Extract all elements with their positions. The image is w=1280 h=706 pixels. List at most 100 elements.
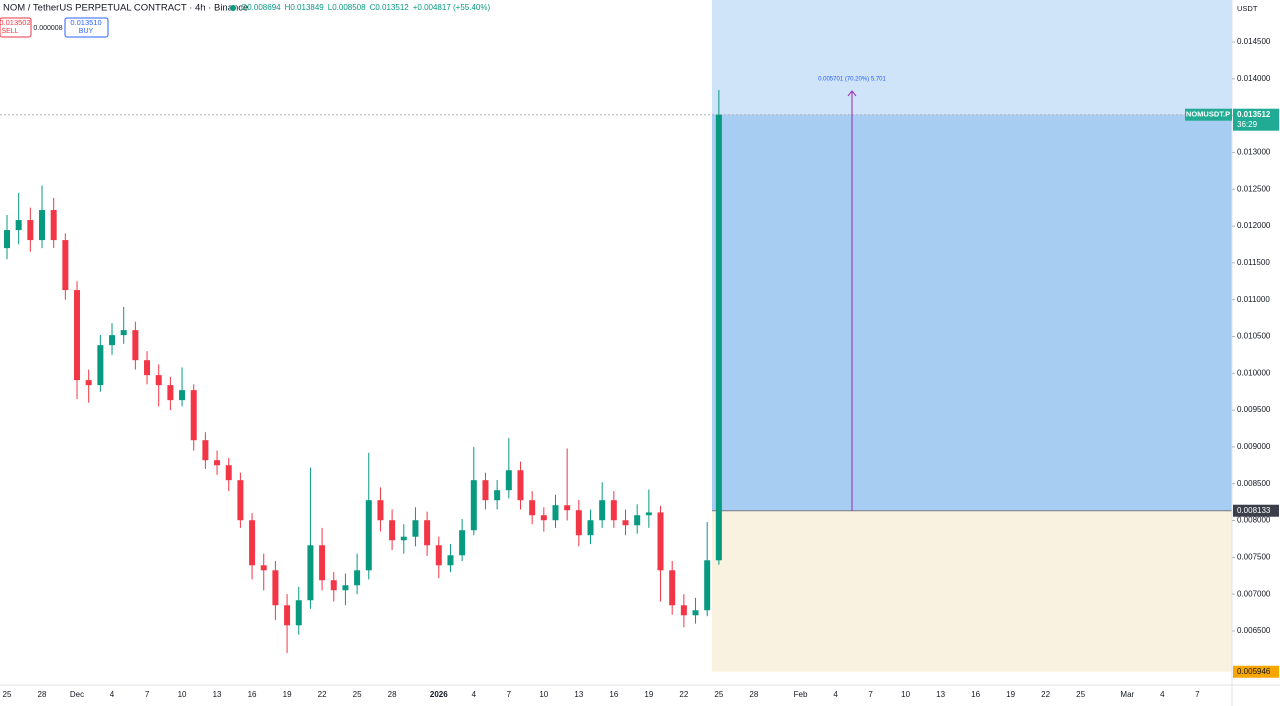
ohlc-value: +0.004817 (+55.40%) xyxy=(413,3,491,12)
y-tick-label: 0.010000 xyxy=(1237,368,1271,377)
candle-body xyxy=(459,530,466,556)
candle-body xyxy=(295,600,302,626)
candle-body xyxy=(412,520,419,537)
currency-select[interactable]: USDT xyxy=(1237,4,1258,13)
candle-body xyxy=(39,210,46,241)
x-tick-label: Mar xyxy=(1120,690,1134,699)
candles xyxy=(4,89,722,654)
last-price-tag xyxy=(1233,108,1279,131)
candle-body xyxy=(377,500,384,521)
candle-body xyxy=(517,470,524,501)
stop-tag xyxy=(1233,665,1279,678)
candle-body xyxy=(505,470,512,491)
candle-body xyxy=(529,500,536,516)
candle-body xyxy=(167,385,174,401)
candle-body xyxy=(155,375,162,386)
y-tick-label: 0.008000 xyxy=(1237,516,1271,525)
y-tick-label: 0.009000 xyxy=(1237,442,1271,451)
candle-body xyxy=(704,560,711,611)
sell-button[interactable] xyxy=(0,17,32,38)
ohlc-values: O0.008694 H0.013849 L0.008508 C0.013512 +0.0… xyxy=(241,3,490,12)
candle-body xyxy=(109,335,116,346)
candle-body xyxy=(552,505,559,521)
x-tick-label: 28 xyxy=(388,690,397,699)
x-tick-label: 25 xyxy=(714,690,723,699)
candle-body xyxy=(307,545,314,601)
stop-zone xyxy=(712,510,1232,672)
symbol-tag xyxy=(1185,108,1232,121)
last-price-label: 0.013512 xyxy=(1237,110,1271,119)
ohlc-value: H0.013849 xyxy=(285,3,325,12)
candle-body xyxy=(214,460,221,466)
x-tick-label: 16 xyxy=(971,690,980,699)
candle-body xyxy=(190,390,197,441)
x-tick-label: 25 xyxy=(1076,690,1085,699)
x-tick-label: 10 xyxy=(901,690,910,699)
chart-title: NOM / TetherUS PERPETUAL CONTRACT · 4h ·… xyxy=(3,3,248,14)
candle-body xyxy=(692,610,699,616)
candle-body xyxy=(645,512,652,516)
candle-body xyxy=(62,240,69,291)
candle-body xyxy=(354,570,361,586)
candle-body xyxy=(470,480,477,531)
axes: 0.0145000.0140000.0135000.0130000.012500… xyxy=(3,37,1279,699)
x-tick-label: 22 xyxy=(679,690,688,699)
candle-body xyxy=(657,512,664,571)
candle-body xyxy=(400,536,407,541)
y-tick-label: 0.008500 xyxy=(1237,479,1271,488)
candle-body xyxy=(202,440,209,461)
measure-label: 0.005701 (70.20%) 5,701 xyxy=(818,77,886,83)
candle-body xyxy=(575,510,582,536)
x-tick-label: Feb xyxy=(794,690,808,699)
x-tick-label: 13 xyxy=(213,690,222,699)
sell-price: 0.013502 xyxy=(0,18,31,27)
candle-body xyxy=(179,390,186,401)
candle-body xyxy=(249,520,256,566)
x-tick-label: 4 xyxy=(472,690,477,699)
y-tick-label: 0.007500 xyxy=(1237,552,1271,561)
y-tick-label: 0.006500 xyxy=(1237,626,1271,635)
profit-fill xyxy=(712,114,1232,511)
x-tick-label: 25 xyxy=(353,690,362,699)
candle-body xyxy=(389,520,396,541)
candle-body xyxy=(144,360,151,376)
candle-body xyxy=(260,565,267,571)
x-tick-label: 16 xyxy=(248,690,257,699)
x-tick-label: 7 xyxy=(1195,690,1200,699)
candle-body xyxy=(27,220,34,241)
x-tick-label: 28 xyxy=(749,690,758,699)
candle-body xyxy=(447,555,454,566)
price-axis xyxy=(1232,0,1280,706)
candle-body xyxy=(610,500,617,521)
status-dot xyxy=(230,5,236,11)
x-tick-label: 19 xyxy=(283,690,292,699)
spread: 0.000008 xyxy=(33,25,62,32)
candle-body xyxy=(482,480,489,501)
buy-button[interactable] xyxy=(64,17,109,38)
candle-body xyxy=(15,220,22,231)
buy-label: BUY xyxy=(79,28,94,35)
x-tick-label: 13 xyxy=(574,690,583,699)
x-tick-label: 19 xyxy=(644,690,653,699)
candle-body xyxy=(284,605,291,626)
candle-body xyxy=(669,570,676,606)
candle-body xyxy=(634,515,641,526)
symbol-tag-label: NOMUSDT.P xyxy=(1186,110,1230,119)
candle-body xyxy=(4,230,10,249)
x-tick-label: 19 xyxy=(1006,690,1015,699)
x-tick-label: 22 xyxy=(318,690,327,699)
candle-body xyxy=(587,520,594,536)
x-tick-label: 10 xyxy=(539,690,548,699)
x-tick-label: 4 xyxy=(110,690,115,699)
candle-body xyxy=(435,545,442,566)
x-tick-label: 22 xyxy=(1041,690,1050,699)
candle-body xyxy=(225,465,232,481)
candle-body xyxy=(74,290,81,381)
ohlc-value: C0.013512 xyxy=(370,3,410,12)
x-tick-label: 25 xyxy=(3,690,12,699)
x-tick-label: 2026 xyxy=(430,690,448,699)
y-tick-label: 0.012500 xyxy=(1237,184,1271,193)
x-tick-label: 4 xyxy=(1160,690,1165,699)
x-tick-label: 7 xyxy=(507,690,512,699)
